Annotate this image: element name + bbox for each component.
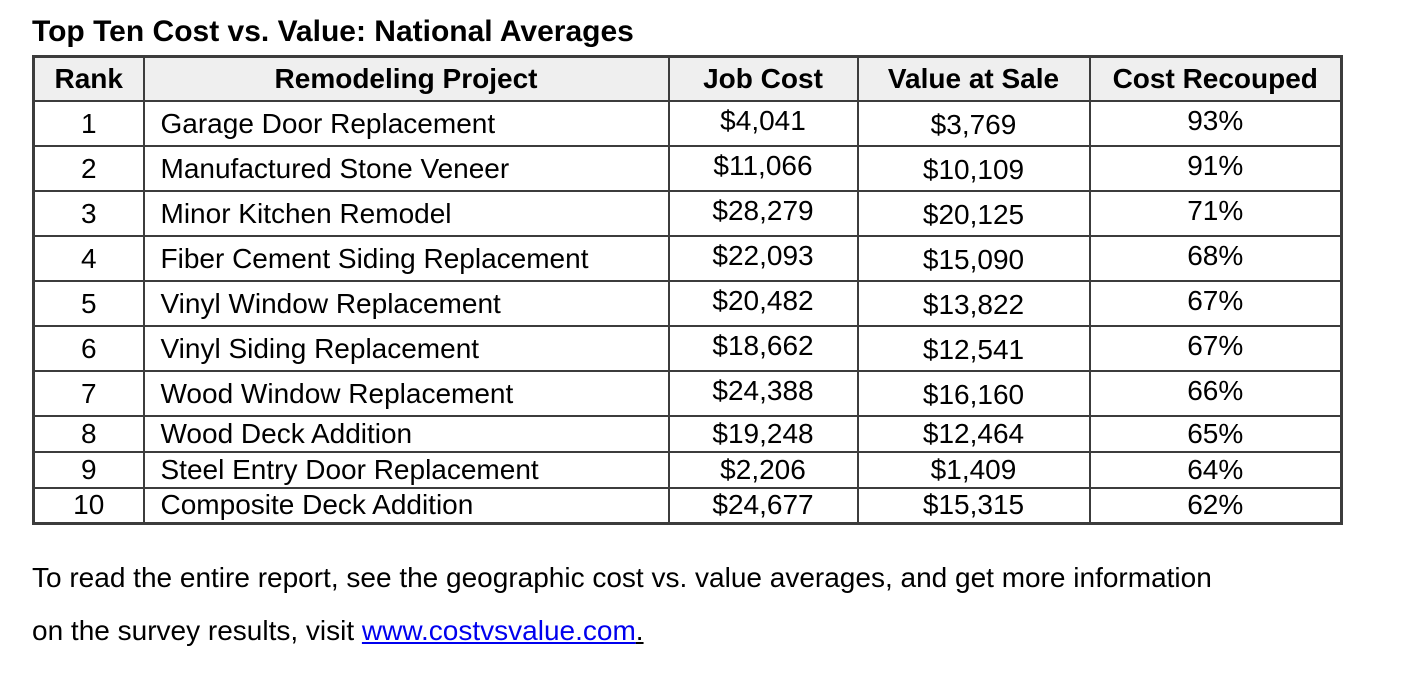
value-at-sale-cell: $16,160 <box>856 369 1091 417</box>
table-row: 4 Fiber Cement Siding Replacement $22,09… <box>32 234 1343 282</box>
header-job-cost: Job Cost <box>667 55 859 102</box>
value-at-sale-cell: $20,125 <box>856 189 1091 237</box>
job-cost-cell: $24,677 <box>667 486 859 525</box>
job-cost-cell: $11,066 <box>667 144 859 192</box>
value-at-sale-cell: $1,409 <box>856 450 1091 489</box>
header-cost-recouped: Cost Recouped <box>1088 55 1343 102</box>
project-cell: Fiber Cement Siding Replacement <box>142 234 670 282</box>
cost-recouped-cell: 65% <box>1088 414 1343 453</box>
rank-cell: 8 <box>32 414 145 453</box>
rank-cell: 4 <box>32 234 145 282</box>
project-cell: Steel Entry Door Replacement <box>142 450 670 489</box>
cost-recouped-cell: 67% <box>1088 279 1343 327</box>
job-cost-cell: $18,662 <box>667 324 859 372</box>
table-row: 5 Vinyl Window Replacement $20,482 $13,8… <box>32 279 1343 327</box>
footer-note: To read the entire report, see the geogr… <box>32 551 1406 657</box>
rank-cell: 5 <box>32 279 145 327</box>
job-cost-cell: $19,248 <box>667 414 859 453</box>
value-at-sale-cell: $15,090 <box>856 234 1091 282</box>
footer-line2-prefix: on the survey results, visit <box>32 615 362 647</box>
cost-recouped-cell: 68% <box>1088 234 1343 282</box>
job-cost-cell: $24,388 <box>667 369 859 417</box>
value-at-sale-cell: $12,464 <box>856 414 1091 453</box>
header-row: Rank Remodeling Project Job Cost Value a… <box>32 55 1343 102</box>
footer-link-suffix: . <box>635 615 644 647</box>
job-cost-cell: $20,482 <box>667 279 859 327</box>
project-cell: Wood Window Replacement <box>142 369 670 417</box>
cost-recouped-cell: 67% <box>1088 324 1343 372</box>
project-cell: Composite Deck Addition <box>142 486 670 525</box>
value-at-sale-cell: $12,541 <box>856 324 1091 372</box>
header-value-at-sale: Value at Sale <box>856 55 1091 102</box>
rank-cell: 3 <box>32 189 145 237</box>
table-row: 7 Wood Window Replacement $24,388 $16,16… <box>32 369 1343 417</box>
page-title: Top Ten Cost vs. Value: National Average… <box>32 15 634 48</box>
rank-cell: 7 <box>32 369 145 417</box>
cost-recouped-cell: 91% <box>1088 144 1343 192</box>
table-row: 9 Steel Entry Door Replacement $2,206 $1… <box>32 450 1343 489</box>
rank-cell: 1 <box>32 99 145 147</box>
table-row: 8 Wood Deck Addition $19,248 $12,464 65% <box>32 414 1343 453</box>
table-row: 6 Vinyl Siding Replacement $18,662 $12,5… <box>32 324 1343 372</box>
footer-line1: To read the entire report, see the geogr… <box>32 562 1212 593</box>
costvsvalue-link[interactable]: www.costvsvalue.com <box>361 615 636 647</box>
job-cost-cell: $2,206 <box>667 450 859 489</box>
table-row: 10 Composite Deck Addition $24,677 $15,3… <box>32 486 1343 525</box>
value-at-sale-cell: $15,315 <box>856 486 1091 525</box>
project-cell: Vinyl Siding Replacement <box>142 324 670 372</box>
table-row: 1 Garage Door Replacement $4,041 $3,769 … <box>32 99 1343 147</box>
project-cell: Garage Door Replacement <box>142 99 670 147</box>
project-cell: Minor Kitchen Remodel <box>142 189 670 237</box>
rank-cell: 6 <box>32 324 145 372</box>
value-at-sale-cell: $10,109 <box>856 144 1091 192</box>
project-cell: Vinyl Window Replacement <box>142 279 670 327</box>
cost-recouped-cell: 62% <box>1088 486 1343 525</box>
rank-cell: 2 <box>32 144 145 192</box>
job-cost-cell: $22,093 <box>667 234 859 282</box>
cost-recouped-cell: 66% <box>1088 369 1343 417</box>
job-cost-cell: $4,041 <box>667 99 859 147</box>
value-at-sale-cell: $13,822 <box>856 279 1091 327</box>
job-cost-cell: $28,279 <box>667 189 859 237</box>
table-row: 3 Minor Kitchen Remodel $28,279 $20,125 … <box>32 189 1343 237</box>
cost-recouped-cell: 64% <box>1088 450 1343 489</box>
project-cell: Manufactured Stone Veneer <box>142 144 670 192</box>
rank-cell: 9 <box>32 450 145 489</box>
header-rank: Rank <box>32 55 145 102</box>
project-cell: Wood Deck Addition <box>142 414 670 453</box>
cost-recouped-cell: 71% <box>1088 189 1343 237</box>
rank-cell: 10 <box>32 486 145 525</box>
table-row: 2 Manufactured Stone Veneer $11,066 $10,… <box>32 144 1343 192</box>
cost-vs-value-table: Rank Remodeling Project Job Cost Value a… <box>32 55 1343 525</box>
cost-recouped-cell: 93% <box>1088 99 1343 147</box>
header-remodeling-project: Remodeling Project <box>142 55 670 102</box>
value-at-sale-cell: $3,769 <box>856 99 1091 147</box>
